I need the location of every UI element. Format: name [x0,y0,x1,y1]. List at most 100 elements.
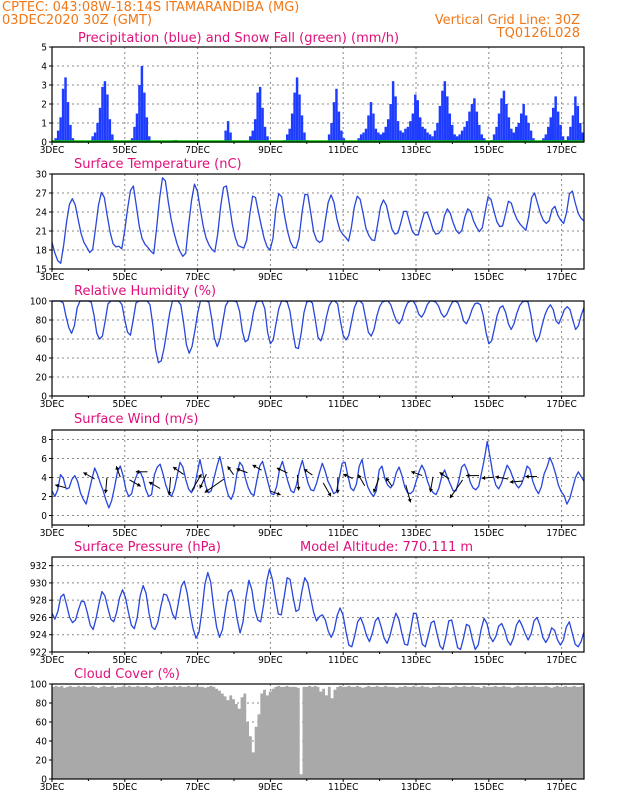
rh-ytick-label: 100 [30,297,47,308]
precip-bar [342,138,346,142]
rh-ytick-label: 60 [36,335,48,346]
precip-bar [253,119,257,142]
precip-bar [69,124,72,142]
wind-arrow-head [148,481,153,486]
wind-arrow-head [481,475,486,481]
meteogram-panels: 0 1 2 3 4 5 3DEC 5DEC 7DEC 9DEC 11DEC 13DEC 15DEC 17D… [30,31,585,793]
wind-arrow-head [197,474,202,479]
rh-ytick-label: 0 [41,392,47,403]
precip-bar [130,138,134,142]
precip-bar [544,134,548,142]
press-frame [51,556,585,653]
temp-ytick-label: 18 [36,246,48,257]
precip-bar [229,132,232,142]
rh-xtick-label: 15DEC [474,399,504,410]
precip-bar [529,130,533,142]
wind-arrow-head [327,492,332,497]
precip-bar [527,123,530,142]
precip-bar [532,138,535,142]
cloud-xtick-label: 3DEC [40,782,65,793]
precip-bar [502,90,506,142]
precip-bar [330,123,333,142]
wind-arrow-head [296,486,301,491]
wind-arrow [204,478,225,493]
precip-bar [389,104,392,142]
precip-bar [549,117,552,142]
precip-bar [433,130,437,142]
temp-title: Surface Temperature (nC) [74,157,242,172]
wind-ytick-label: 8 [41,435,47,446]
precip-bar [386,119,390,142]
precip-xtick-label: 11DEC [328,145,358,156]
cloud-xtick-label: 7DEC [185,782,210,793]
precip-bar [522,104,525,142]
precip-bar [71,138,75,142]
press-ytick-label: 926 [30,613,47,624]
press-series-line [51,568,585,651]
cloud-ytick-label: 80 [36,699,48,710]
temp-xtick-label: 3DEC [40,272,65,283]
precip-bar [224,130,227,142]
precip-bar [96,123,99,142]
precip-bar [468,111,471,142]
precip-bar [480,134,484,142]
precip-bar [554,96,557,142]
wind-arrow-head [428,488,433,493]
press-xtick-label: 3DEC [40,655,65,666]
precip-bar [524,115,528,142]
precip-bar [64,77,67,142]
precip-ytick-label: 4 [41,62,47,73]
temp-xtick-label: 7DEC [185,272,210,283]
wind-arrow [449,479,464,499]
press-ytick-label: 922 [30,648,47,659]
precip-bar [576,105,580,142]
temp-frame [51,173,585,270]
press-xtick-label: 11DEC [328,655,358,666]
precip-bar [251,130,254,142]
precip-bar [453,134,456,142]
press-xtick-label: 5DEC [112,655,137,666]
wind-xtick-label: 5DEC [112,528,137,539]
model-altitude-label: Model Altitude: 770.111 m [300,540,473,555]
precip-bar [448,113,451,142]
rh-xtick-label: 13DEC [401,399,431,410]
precip-bar [505,104,508,142]
wind-xtick-label: 7DEC [185,528,210,539]
wind-frame [51,429,585,526]
press-ytick-label: 924 [30,630,47,641]
wind-ytick-label: 2 [41,492,47,503]
precip-xtick-label: 13DEC [401,145,431,156]
precip-bar [288,128,291,142]
precip-bar [458,134,461,142]
precip-bar [551,107,555,142]
precip-bar [441,90,444,142]
precip-bar [556,111,560,142]
precip-bar [340,130,343,142]
wind-arrow-head [173,467,178,471]
precip-bar [362,132,365,142]
precip-bar [91,136,94,142]
header-run-date: 03DEC2020 30Z (GMT) [2,13,152,28]
cloud-xtick-label: 11DEC [328,782,358,793]
precip-ytick-label: 3 [41,81,47,92]
precip-bar [335,88,338,142]
wind-arrow-head [385,477,390,482]
precip-ytick-label: 2 [41,100,47,111]
cloud-xtick-label: 15DEC [474,782,504,793]
precip-bar [263,126,267,142]
precip-bar [54,138,57,142]
temp-xtick-label: 17DEC [546,272,576,283]
temp-xtick-label: 5DEC [112,272,137,283]
wind-xtick-label: 17DEC [546,528,576,539]
precip-ytick-label: 0 [41,138,47,149]
precip-bar [382,132,385,142]
wind-ytick-label: 6 [41,454,47,465]
precip-xtick-label: 5DEC [112,145,137,156]
cloud-ytick-label: 0 [41,775,47,786]
precip-bar [406,126,410,142]
temp-xtick-label: 15DEC [474,272,504,283]
precip-bar [561,136,565,142]
precip-bar [478,124,481,142]
precip-title: Precipitation (blue) and Snow Fall (gree… [78,31,399,46]
precip-bar [515,126,518,142]
